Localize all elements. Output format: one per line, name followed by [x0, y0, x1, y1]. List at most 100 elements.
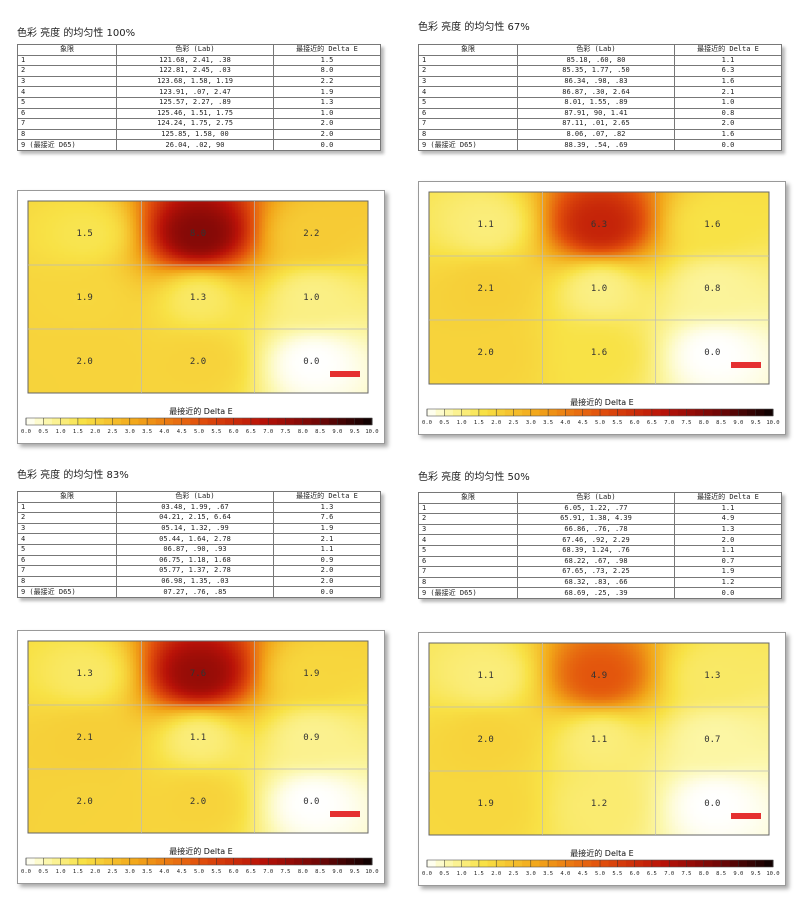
quadrant-cell: 5: [418, 544, 518, 557]
panel-title: 色彩 亮度 的均匀性 83%: [17, 470, 129, 481]
colorbar-tick-label: 5.5: [211, 429, 221, 435]
colorbar-cell: [548, 409, 558, 416]
col-header-delta-e: 最接近的 Delta E: [674, 44, 782, 56]
lab-cell: 68.39, 1.24, .76: [517, 544, 675, 557]
colorbar-tick-label: 0.5: [38, 429, 48, 435]
colorbar-tick-label: 2.0: [90, 429, 100, 435]
delta-e-cell: 1.0: [273, 107, 381, 120]
colorbar-cell: [121, 858, 131, 865]
colorbar-cell: [51, 418, 62, 425]
delta-e-heatmap: 1.1 6.3 1.6 2.1 1.0 0.8 2.0 1.6 0.0 最接近的 Delta E 0…: [418, 181, 786, 435]
colorbar-cell: [285, 858, 295, 865]
table-row: 5 125.57, 2.27, .89 1.3: [17, 96, 381, 109]
quadrant-cell: 4: [418, 86, 518, 98]
colorbar-cell: [729, 860, 739, 867]
lab-cell: 121.68, 2.41, .38: [116, 54, 274, 67]
colorbar-cell: [207, 418, 217, 425]
colorbar-cell: [643, 860, 653, 867]
colorbar-tick-label: 8.5: [315, 429, 325, 435]
delta-e-cell: 2.0: [273, 565, 381, 577]
delta-e-cell: 2.0: [273, 575, 381, 588]
lab-cell: 88.39, .54, .69: [517, 139, 675, 151]
colorbar-cell: [95, 858, 105, 865]
table-row: 6 68.22, .67, .98 0.7: [418, 555, 782, 568]
table-row: 4 67.46, .92, 2.29 2.0: [418, 534, 782, 546]
colorbar-tick-label: 1.5: [73, 429, 83, 435]
delta-e-cell: 0.9: [273, 554, 381, 567]
col-header-lab: 色彩 (Lab): [517, 492, 675, 504]
table-row: 8 68.32, .83, .66 1.2: [418, 576, 782, 589]
colorbar-cell: [181, 858, 191, 865]
colorbar-cell: [522, 409, 532, 416]
colorbar-cell: [190, 858, 200, 865]
colorbar-cell: [669, 860, 679, 867]
lab-cell: 8.01, 1.55, .89: [517, 96, 675, 109]
cell-value-label: 8.0: [190, 229, 206, 239]
colorbar-cell: [26, 858, 36, 865]
colorbar-tick-label: 6.5: [647, 420, 657, 426]
lab-cell: 06.98, 1.35, .03: [116, 575, 274, 588]
colorbar-tick-label: 9.0: [332, 429, 342, 435]
colorbar-cell: [86, 418, 96, 425]
colorbar-cell: [530, 409, 540, 416]
colorbar-cell: [207, 858, 217, 865]
uniformity-table: 象限 色彩 (Lab) 最接近的 Delta E 1 85.18, .60, 80…: [418, 44, 782, 151]
colorbar-tick-label: 8.0: [298, 429, 308, 435]
colorbar-tick-label: 9.0: [733, 420, 743, 426]
col-header-lab: 色彩 (Lab): [116, 44, 274, 56]
lab-cell: 8.06, .07, .82: [517, 128, 675, 141]
colorbar-cell: [155, 858, 165, 865]
colorbar-tick-label: 3.0: [526, 420, 536, 426]
colorbar-cell: [764, 860, 774, 867]
colorbar-tick-label: 6.5: [647, 871, 657, 877]
delta-e-cell: 2.2: [273, 75, 381, 88]
colorbar-cell: [677, 860, 687, 867]
colorbar-cell: [608, 409, 618, 416]
delta-e-cell: 1.9: [273, 522, 381, 535]
heatmap-frame: [27, 200, 369, 394]
table-row: 9 (最接近 D65) 88.39, .54, .69 0.0: [418, 139, 782, 151]
heatmap-surface: [429, 192, 769, 384]
colorbar-cell: [703, 860, 713, 867]
colorbar-tick-label: 9.5: [350, 869, 360, 875]
colorbar-cell: [242, 858, 252, 865]
table-row: 5 06.87, .90, .93 1.1: [17, 543, 381, 556]
quadrant-cell: 9 (最接近 D65): [418, 139, 518, 151]
colorbar-cell: [548, 860, 558, 867]
colorbar-cell: [496, 860, 506, 867]
cell-value-label: 0.0: [704, 348, 720, 358]
colorbar-tick-label: 8.0: [298, 869, 308, 875]
colorbar-cell: [513, 409, 523, 416]
delta-e-cell: 0.7: [674, 555, 782, 568]
delta-e-cell: 0.0: [273, 586, 381, 598]
colorbar-cell: [764, 409, 774, 416]
colorbar-cell: [427, 860, 437, 867]
heatmap-svg: 1.3 7.6 1.9 2.1 1.1 0.9 2.0 2.0 0.0 最接近的 Delta E 0…: [21, 640, 379, 875]
table-row: 8 06.98, 1.35, .03 2.0: [17, 575, 381, 588]
delta-e-cell: 1.1: [674, 544, 782, 557]
colorbar-cell: [522, 860, 532, 867]
colorbar-cell: [199, 418, 209, 425]
colorbar-cell: [276, 418, 286, 425]
delta-e-cell: 1.1: [273, 543, 381, 556]
colorbar-cell: [259, 418, 269, 425]
panel-title: 色彩 亮度 的均匀性 50%: [418, 472, 530, 483]
delta-e-heatmap: 1.1 4.9 1.3 2.0 1.1 0.7 1.9 1.2 0.0 最接近的 Delta E 0…: [418, 632, 786, 886]
delta-e-cell: 0.0: [674, 139, 782, 151]
colorbar-cell: [346, 418, 356, 425]
col-header-lab: 色彩 (Lab): [517, 44, 675, 56]
colorbar-cell: [556, 860, 566, 867]
colorbar-tick-label: 3.0: [125, 869, 135, 875]
colorbar-cell: [703, 409, 713, 416]
colorbar-cell: [582, 860, 592, 867]
colorbar-cell: [643, 409, 653, 416]
colorbar-tick-label: 3.0: [125, 429, 135, 435]
quadrant-cell: 3: [418, 523, 518, 536]
colorbar-tick-label: 2.0: [90, 869, 100, 875]
colorbar-tick-label: 8.5: [716, 871, 726, 877]
colorbar-tick-label: 2.5: [108, 869, 118, 875]
lab-cell: 05.14, 1.32, .99: [116, 522, 274, 535]
table-row: 4 86.87, .30, 2.64 2.1: [418, 86, 782, 98]
delta-e-cell: 1.5: [273, 54, 381, 67]
marker-bar: [731, 813, 761, 819]
